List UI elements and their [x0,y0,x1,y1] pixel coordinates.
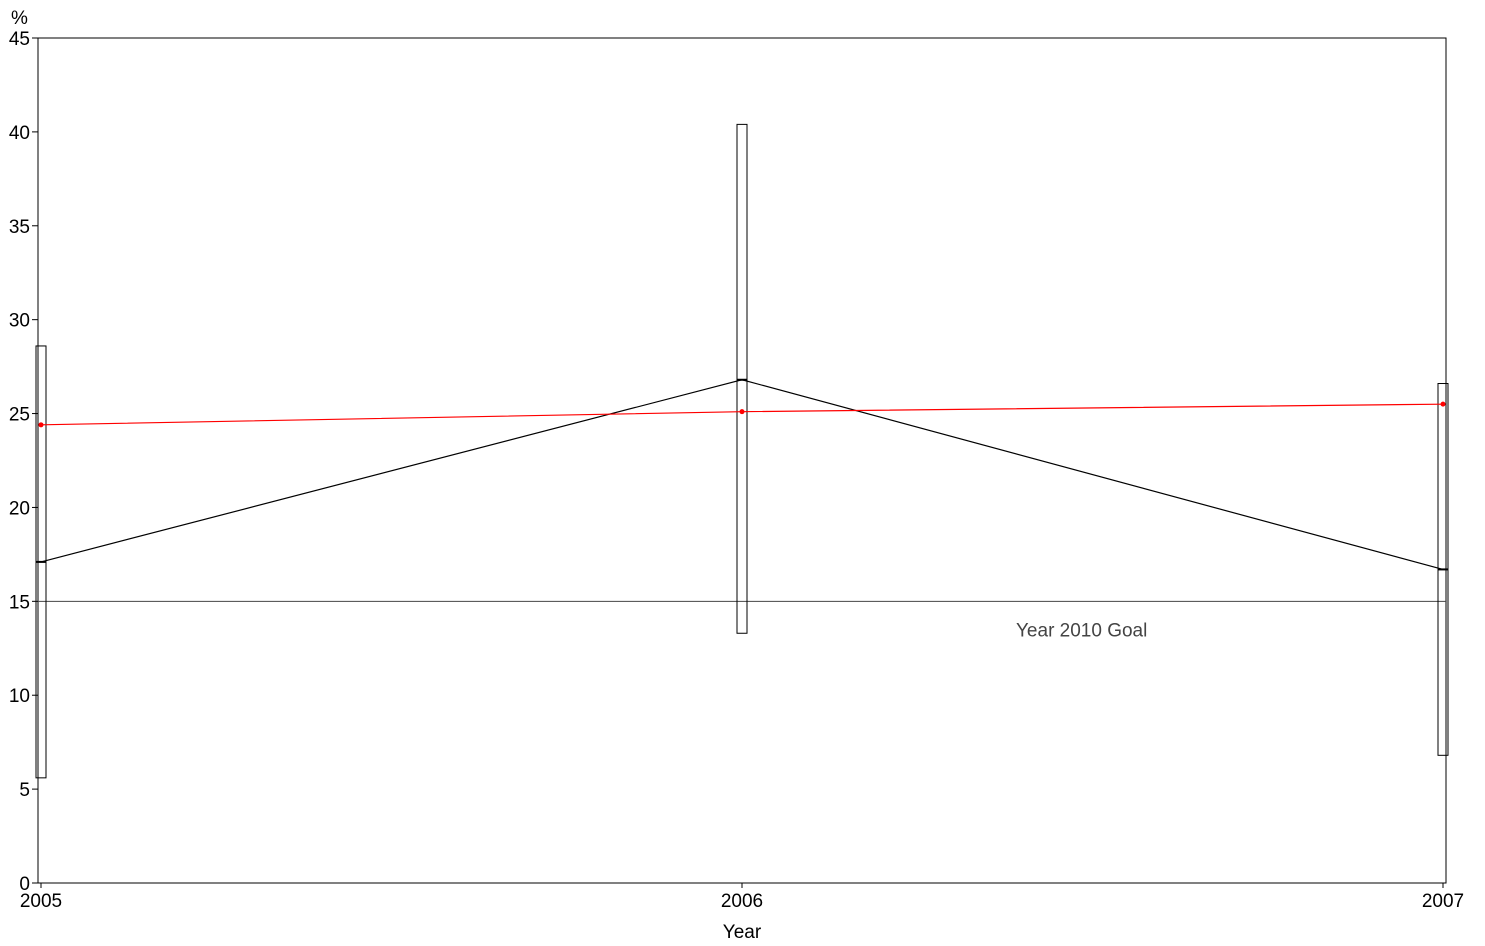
y-axis-title: % [11,8,28,29]
y-tick-label: 40 [9,123,30,144]
x-tick-label: 2006 [721,891,763,912]
reference-line-group: Year 2010 Goal [38,600,1446,641]
plot-frame [37,37,1447,884]
y-tick-label: 15 [9,592,30,613]
series-point-2 [1440,401,1446,407]
goal-label: Year 2010 Goal [1016,620,1147,641]
x-axis-title: Year [723,922,762,943]
series-line-2 [40,403,1444,426]
y-tick-label: 20 [9,498,30,519]
y-tick-label: 35 [9,217,30,238]
y-axis: 0 5 10 15 20 25 30 35 40 45 [9,29,38,895]
y-tick-label: 0 [19,874,30,895]
x-axis: 2005 2006 2007 [20,883,1464,912]
y-tick-label: 30 [9,311,30,332]
y-tick-label: 25 [9,405,30,426]
series-group [36,378,1448,571]
series-point-2 [38,422,44,428]
confidence-intervals [35,123,1449,779]
y-tick-label: 10 [9,686,30,707]
y-tick-label: 5 [19,780,30,801]
series-point-2 [739,409,745,415]
y-tick-label: 45 [9,29,30,50]
x-tick-label: 2005 [20,891,62,912]
series-line-1 [40,379,1444,570]
x-tick-label: 2007 [1422,891,1464,912]
